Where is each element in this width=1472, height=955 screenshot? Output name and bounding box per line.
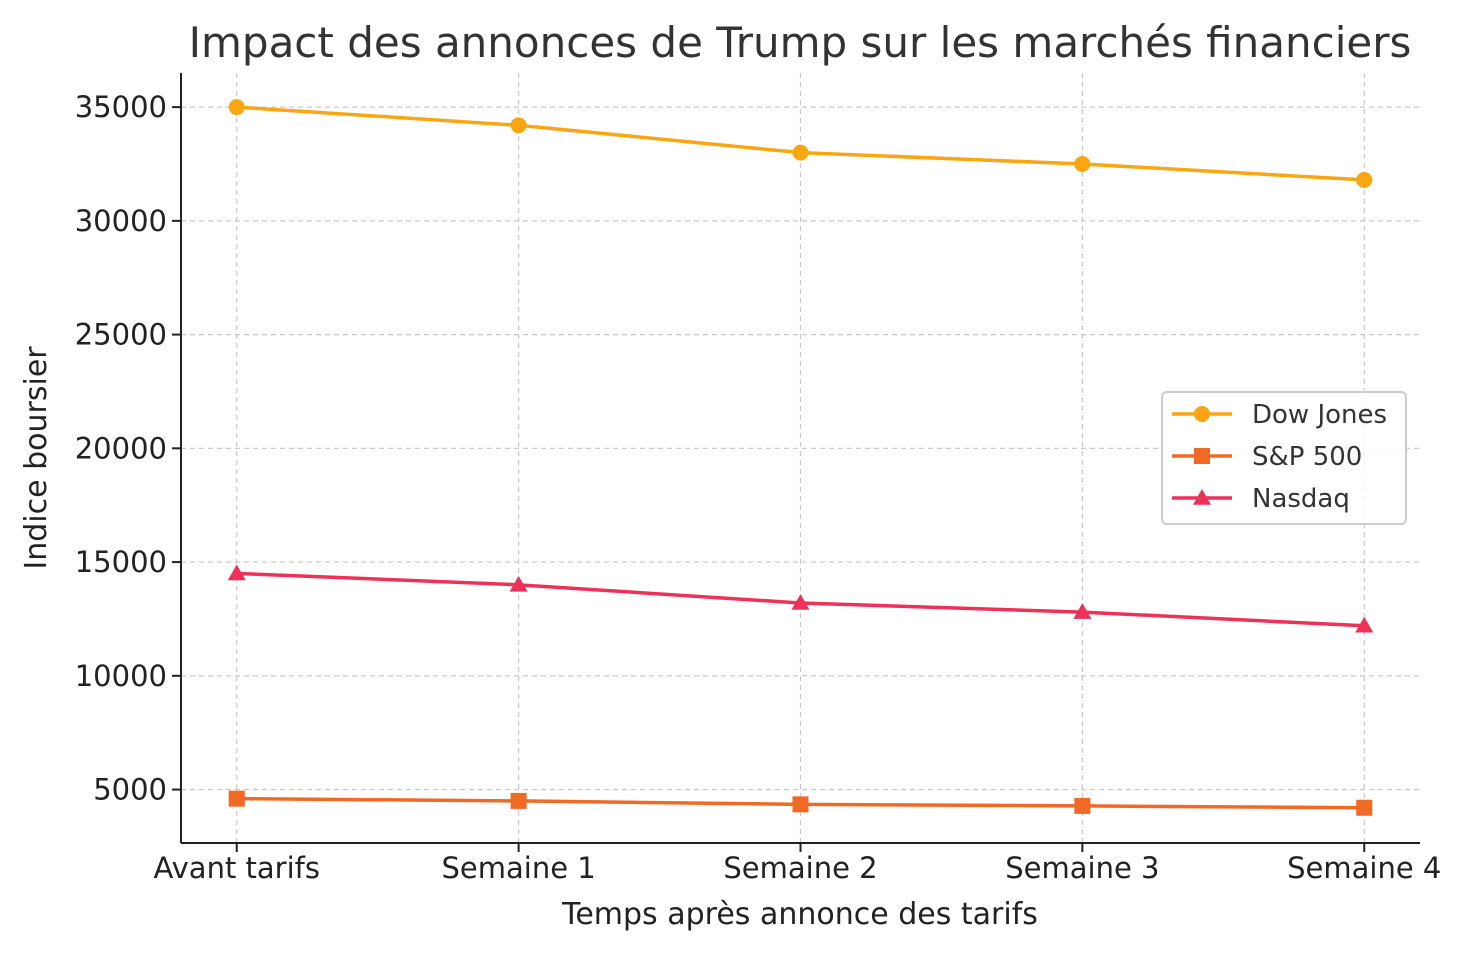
nasdaq-point bbox=[791, 594, 810, 610]
x-tick-label: Semaine 1 bbox=[442, 851, 596, 885]
nasdaq-point bbox=[227, 564, 246, 581]
x-axis-label: Temps après annonce des tarifs bbox=[561, 897, 1038, 932]
nasdaq-point bbox=[1355, 616, 1374, 633]
legend-label: S&P 500 bbox=[1252, 442, 1362, 472]
legend-box bbox=[1161, 391, 1407, 525]
y-tick-label: 15000 bbox=[75, 545, 167, 579]
legend-item-nasdaq: Nasdaq bbox=[1172, 484, 1350, 514]
legend-marker bbox=[1194, 406, 1210, 422]
s-p-500-point bbox=[1074, 797, 1091, 814]
grid-lines bbox=[181, 73, 1420, 843]
s-p-500-point bbox=[510, 792, 527, 809]
legend-marker bbox=[1194, 448, 1210, 464]
dow-jones-point bbox=[1074, 155, 1091, 172]
s-p-500-point bbox=[228, 790, 245, 807]
x-tick-label: Avant tarifs bbox=[154, 851, 320, 885]
s-p-500-point bbox=[1356, 799, 1373, 816]
legend-label: Dow Jones bbox=[1252, 400, 1387, 430]
nasdaq-point bbox=[509, 575, 528, 592]
dow-jones-point bbox=[228, 99, 245, 116]
series-lines bbox=[227, 99, 1374, 816]
series-dow-jones bbox=[228, 99, 1373, 188]
dow-jones-point bbox=[1356, 171, 1373, 188]
dow-jones-point bbox=[792, 144, 809, 161]
legend-label: Nasdaq bbox=[1252, 484, 1350, 514]
legend: Dow Jones S&P 500 Nasdaq bbox=[1161, 391, 1407, 525]
x-tick-label: Semaine 3 bbox=[1005, 851, 1159, 885]
y-tick-label: 10000 bbox=[75, 659, 167, 693]
y-axis-label: Indice boursier bbox=[19, 346, 54, 570]
x-tick-label: Semaine 2 bbox=[723, 851, 877, 885]
dow-jones-point bbox=[510, 117, 527, 134]
legend-item-s-p-500: S&P 500 bbox=[1172, 442, 1362, 472]
legend-marker bbox=[1193, 489, 1211, 505]
y-tick-label: 35000 bbox=[75, 90, 167, 124]
y-tick-label: 20000 bbox=[75, 431, 167, 465]
chart-title: Impact des annonces de Trump sur les mar… bbox=[189, 18, 1412, 67]
y-tick-label: 30000 bbox=[75, 204, 167, 238]
series-nasdaq bbox=[227, 564, 1374, 633]
nasdaq-point bbox=[1073, 603, 1092, 619]
series-s-p-500 bbox=[228, 790, 1373, 816]
y-tick-label: 5000 bbox=[93, 773, 167, 807]
axis-ticks: Avant tarifs Semaine 1 Semaine 2 Semaine 3 S… bbox=[75, 90, 1442, 885]
legend-items: Dow Jones S&P 500 Nasdaq bbox=[1172, 400, 1387, 514]
legend-item-dow-jones: Dow Jones bbox=[1172, 400, 1387, 430]
y-tick-label: 25000 bbox=[75, 318, 167, 352]
s-p-500-point bbox=[792, 796, 809, 813]
x-tick-label: Semaine 4 bbox=[1287, 851, 1441, 885]
